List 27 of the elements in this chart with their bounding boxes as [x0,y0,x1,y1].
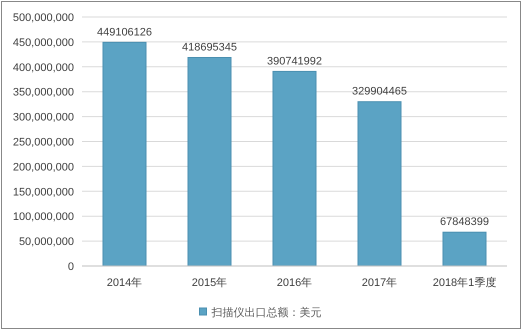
data-label: 449106126 [96,26,152,38]
y-tick-label: 50,000,000 [18,236,74,248]
x-tick-label: 2017年 [362,277,398,289]
y-tick-label: 400,000,000 [12,62,74,74]
y-tick-label: 200,000,000 [12,161,74,174]
y-tick-label: 100,000,000 [12,211,74,224]
y-tick-label: 150,000,000 [12,186,74,198]
data-label: 329904465 [352,86,408,98]
x-tick-label: 2016年 [276,277,312,289]
bar [102,42,146,266]
bar [188,56,232,266]
legend-label: 扫描仪出口总额：美元 [210,306,322,319]
data-label: 390741992 [266,55,322,68]
y-tick-label: 500,000,000 [12,12,74,24]
y-tick-label: 450,000,000 [12,36,74,49]
data-label: 418695345 [182,41,238,54]
bar [272,70,316,266]
x-tick-label: 2014年 [106,277,142,289]
x-tick-label: 2018年1季度 [432,276,496,289]
y-tick-label: 250,000,000 [12,136,74,148]
bar [358,101,402,266]
y-tick-label: 0 [68,261,74,273]
y-tick-label: 300,000,000 [12,112,74,124]
x-tick-label: 2015年 [192,277,228,289]
data-label: 67848399 [440,216,489,228]
y-tick-label: 350,000,000 [12,86,74,99]
bar [442,232,486,266]
